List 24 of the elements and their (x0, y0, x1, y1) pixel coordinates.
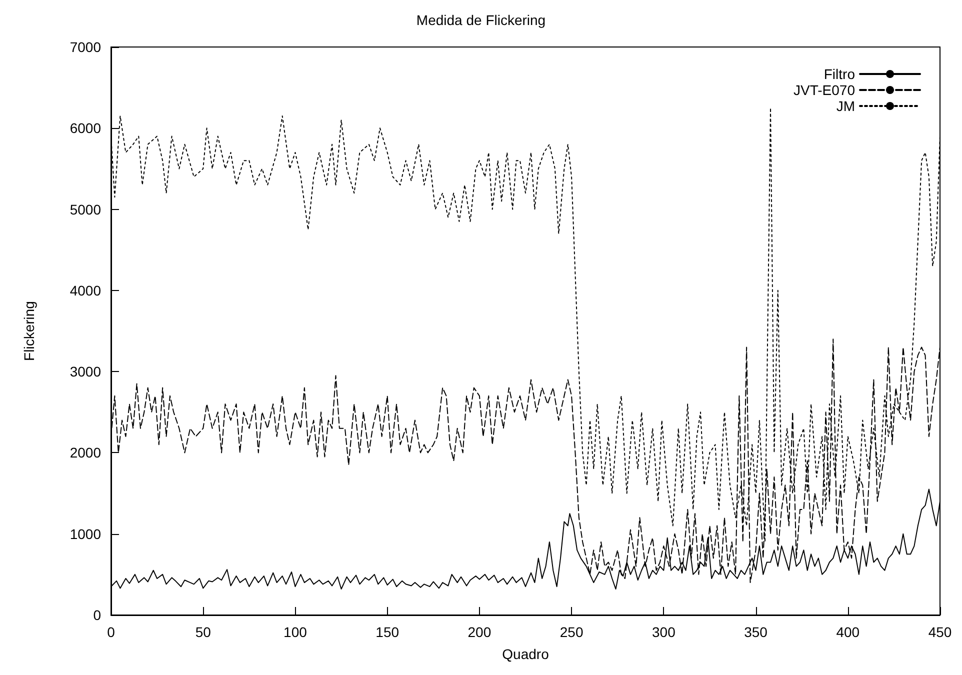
x-tick-label: 100 (284, 624, 308, 640)
y-axis-title: Flickering (21, 301, 37, 361)
y-tick-label: 7000 (70, 39, 102, 55)
x-tick-label: 150 (376, 624, 400, 640)
y-tick-label: 4000 (70, 282, 102, 298)
y-tick-label: 5000 (70, 201, 102, 218)
x-axis-title: Quadro (502, 646, 550, 662)
x-tick-label: 250 (560, 624, 584, 640)
y-tick-label: 1000 (70, 526, 102, 542)
y-tick-label: 2000 (70, 444, 102, 461)
x-tick-label: 50 (195, 624, 212, 640)
legend-label: Filtro (824, 66, 856, 82)
x-tick-label: 450 (928, 624, 952, 640)
y-tick-label: 6000 (70, 120, 102, 136)
legend-label: JVT-E070 (794, 82, 856, 98)
x-tick-label: 200 (468, 624, 492, 640)
chart-title: Medida de Flickering (416, 12, 546, 28)
y-tick-label: 3000 (70, 364, 102, 380)
x-tick-label: 400 (836, 624, 860, 640)
x-tick-label: 350 (744, 624, 768, 640)
legend-label: JM (836, 98, 855, 114)
y-tick-label: 0 (93, 607, 102, 623)
x-tick-label: 300 (652, 624, 676, 640)
x-tick-label: 0 (107, 624, 116, 640)
